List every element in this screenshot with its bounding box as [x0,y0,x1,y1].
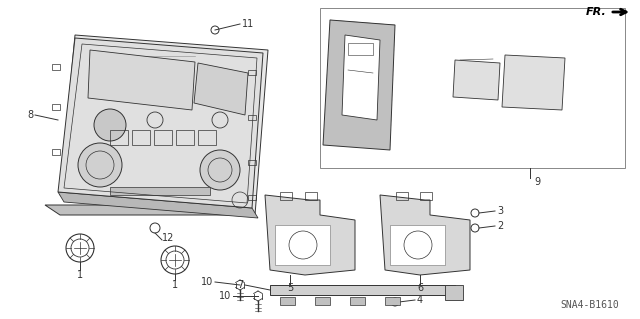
Bar [385,297,400,305]
Polygon shape [45,205,255,215]
Bar [390,225,445,265]
Circle shape [289,231,317,259]
Polygon shape [58,192,258,218]
Text: 10: 10 [201,277,213,287]
Bar [275,225,330,265]
Bar [350,297,365,305]
Polygon shape [58,38,263,208]
Text: FR.: FR. [586,7,607,17]
Bar [132,130,150,145]
Text: 7: 7 [237,280,243,290]
Text: 8: 8 [27,110,33,120]
Circle shape [200,150,240,190]
Bar [52,64,60,70]
Text: 4: 4 [417,295,423,305]
Circle shape [94,109,126,141]
Text: 3: 3 [497,206,503,216]
Polygon shape [323,20,395,150]
Polygon shape [265,195,355,275]
Text: SNA4-B1610: SNA4-B1610 [560,300,619,310]
Polygon shape [194,63,248,115]
Circle shape [78,143,122,187]
Text: 11: 11 [242,19,254,29]
Bar [280,192,292,200]
Bar [110,130,128,145]
Text: 5: 5 [287,283,293,293]
Bar [248,70,256,75]
Bar [280,297,295,305]
Bar [248,160,256,165]
Text: 6: 6 [417,283,423,293]
Bar [396,192,408,200]
Polygon shape [60,35,268,215]
Text: 1: 1 [77,270,83,280]
Bar [154,130,172,145]
Bar [176,130,194,145]
Polygon shape [502,55,565,110]
Polygon shape [380,195,470,275]
Bar [445,285,463,300]
Bar [110,187,210,195]
Bar [348,43,373,55]
Bar [270,285,455,295]
Bar [52,149,60,155]
Bar [248,115,256,120]
Circle shape [404,231,432,259]
Text: 12: 12 [162,233,174,243]
Bar [305,192,317,200]
Polygon shape [88,50,195,110]
Bar [248,195,256,200]
Polygon shape [453,60,500,100]
Bar [52,104,60,110]
Text: 9: 9 [534,177,540,187]
Text: 10: 10 [219,291,231,301]
Bar [420,192,432,200]
Bar [315,297,330,305]
Polygon shape [342,35,380,120]
Bar [198,130,216,145]
Text: 1: 1 [172,280,178,290]
Bar [320,8,625,168]
Text: 2: 2 [497,221,503,231]
